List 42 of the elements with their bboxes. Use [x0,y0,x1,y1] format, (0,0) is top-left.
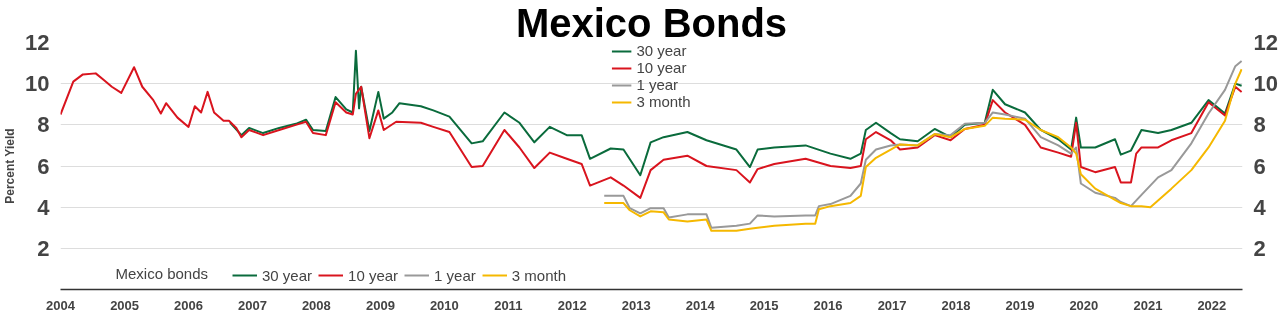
y2-tick-label: 12 [1253,30,1278,55]
x-tick-label: 2022 [1197,297,1227,312]
y-axis-title: Percent Yield [3,128,18,204]
text: 3 month [511,266,566,284]
y-tick-label: 10 [25,71,50,97]
x-tick-label: 2020 [1069,297,1099,312]
x-tick-label: 2018 [941,297,971,312]
x-tick-label: 2007 [237,297,267,312]
y2-tick-label: 8 [1253,112,1266,138]
x-tick-label: 2005 [110,297,140,312]
legend-label: 30 year [636,42,687,59]
x-tick-label: 2019 [1005,297,1035,312]
x-tick-label: 2012 [557,297,587,312]
legend-title: Mexico bonds [115,264,209,282]
y-tick-label: 12 [25,30,50,55]
y2-tick-label: 6 [1253,153,1266,179]
text: 10 year [348,266,399,284]
text: 30 year [262,266,313,284]
x-tick-label: 2010 [429,297,459,312]
y2-tick-label: 10 [1253,71,1278,97]
x-tick-label: 2021 [1133,297,1163,312]
x-tick-label: 2017 [877,297,907,312]
y2-tick-label: 2 [1253,235,1266,261]
x-tick-label: 2011 [494,297,523,312]
x-tick-label: 2006 [174,297,203,312]
x-tick-label: 2009 [365,297,395,312]
y2-tick-label: 4 [1253,194,1267,220]
y-tick-label: 8 [37,112,50,138]
legend-label: 10 year [636,59,687,76]
y-tick-label: 2 [37,235,50,261]
y-tick-label: 4 [37,194,51,220]
y-tick-label: 6 [37,153,50,179]
x-tick-label: 2014 [685,297,716,312]
legend-label: 3 month [636,93,691,110]
chart-title: Mexico Bonds [515,0,788,45]
legend-label: 1 year [636,76,679,93]
text: 1 year [434,266,476,284]
x-tick-label: 2015 [749,297,779,312]
x-tick-label: 2016 [813,297,843,312]
x-tick-label: 2013 [621,297,651,312]
x-tick-label: 2008 [301,297,331,312]
x-tick-label: 2004 [46,297,76,312]
